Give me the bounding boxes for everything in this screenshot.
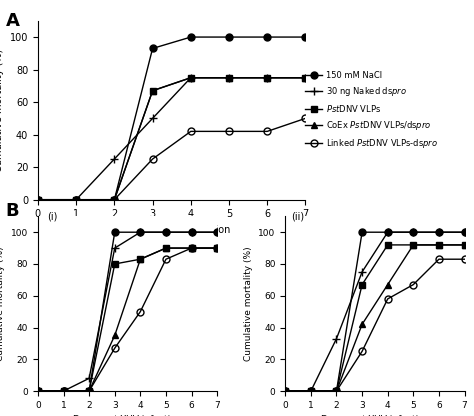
Y-axis label: Cumulative mortality (%): Cumulative mortality (%) [0, 49, 4, 172]
Text: (i): (i) [47, 211, 57, 221]
X-axis label: Days post YHV infection: Days post YHV infection [73, 415, 182, 416]
Text: B: B [6, 202, 19, 220]
X-axis label: Days post YHV infection: Days post YHV infection [320, 415, 429, 416]
Y-axis label: Cumulative mortality (%): Cumulative mortality (%) [244, 246, 253, 361]
Text: A: A [6, 12, 20, 30]
Y-axis label: Cumulative mortality (%): Cumulative mortality (%) [0, 246, 5, 361]
Legend: 150 mM NaCl, 30 ng Naked ds$\it{pro}$, $\it{Pst}$DNV VLPs, CoEx $\it{Pst}$DNV VL: 150 mM NaCl, 30 ng Naked ds$\it{pro}$, $… [305, 71, 438, 150]
Text: (ii): (ii) [291, 211, 304, 221]
X-axis label: Days post YHV infection: Days post YHV infection [113, 225, 230, 235]
